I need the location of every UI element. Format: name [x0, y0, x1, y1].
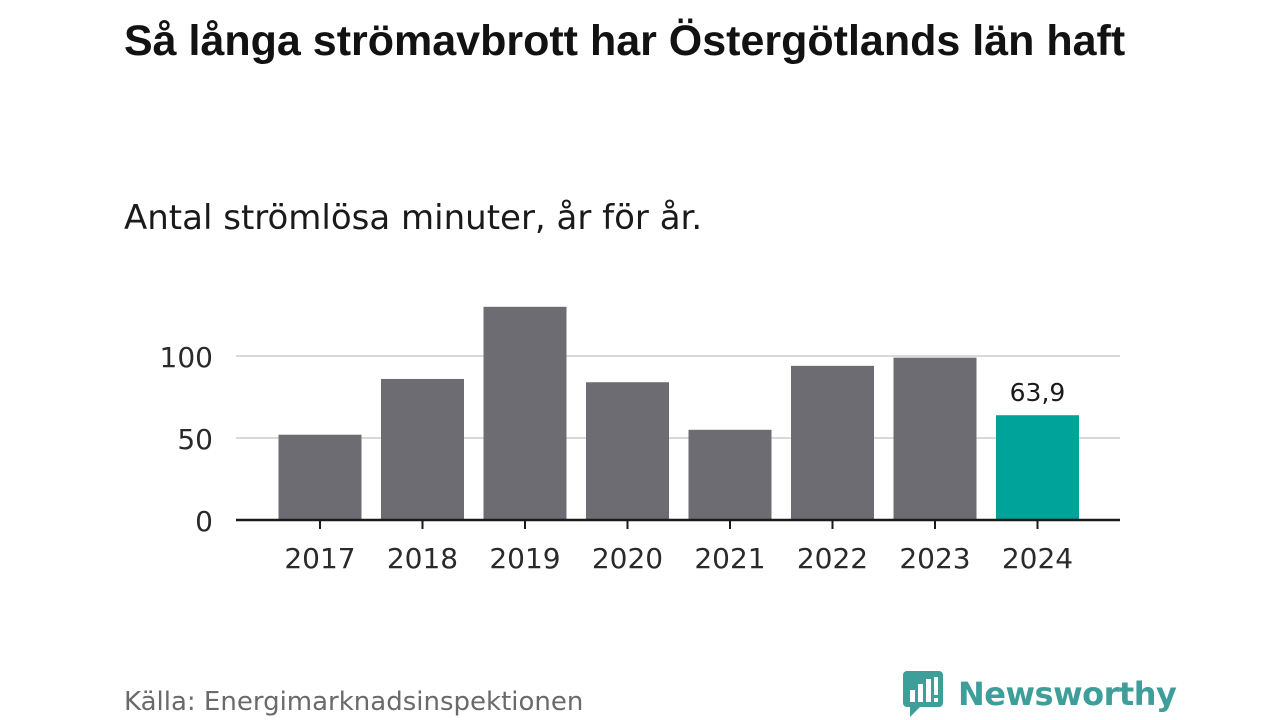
grid-lines [236, 355, 1120, 439]
brand-name: Newsworthy [958, 675, 1177, 713]
brand-logo: Newsworthy [902, 670, 1177, 718]
x-tick-label: 2020 [592, 542, 663, 575]
x-tick-label: 2018 [387, 542, 458, 575]
bar [278, 434, 362, 520]
bar [483, 306, 567, 520]
x-tick-label: 2022 [797, 542, 868, 575]
chart-subtitle: Antal strömlösa minuter, år för år. [124, 198, 703, 238]
chart-title: Så långa strömavbrott har Östergötlands … [124, 17, 1126, 65]
x-tick-label: 2024 [1002, 542, 1073, 575]
bar [381, 378, 464, 520]
axes [236, 518, 1120, 529]
x-tick-label: 2021 [694, 542, 765, 575]
labels: 0 50 100 2017 2018 2019 2020 2021 2022 2023 2024 63… [160, 341, 1074, 575]
x-tick-label: 2019 [489, 542, 560, 575]
source-note: Källa: Energimarknadsinspektionen [124, 687, 584, 717]
bar [996, 415, 1079, 520]
x-tick-label: 2023 [899, 542, 970, 575]
bar [586, 382, 669, 520]
newsworthy-logo-icon [903, 671, 943, 717]
y-tick-label: 50 [177, 423, 213, 456]
y-tick-label: 100 [160, 341, 213, 374]
bar [893, 357, 977, 520]
bars [278, 306, 1079, 520]
x-tick-label: 2017 [284, 542, 355, 575]
bar [791, 365, 874, 520]
data-label: 63,9 [1010, 378, 1066, 407]
bar [688, 429, 772, 520]
y-tick-label: 0 [195, 505, 213, 538]
